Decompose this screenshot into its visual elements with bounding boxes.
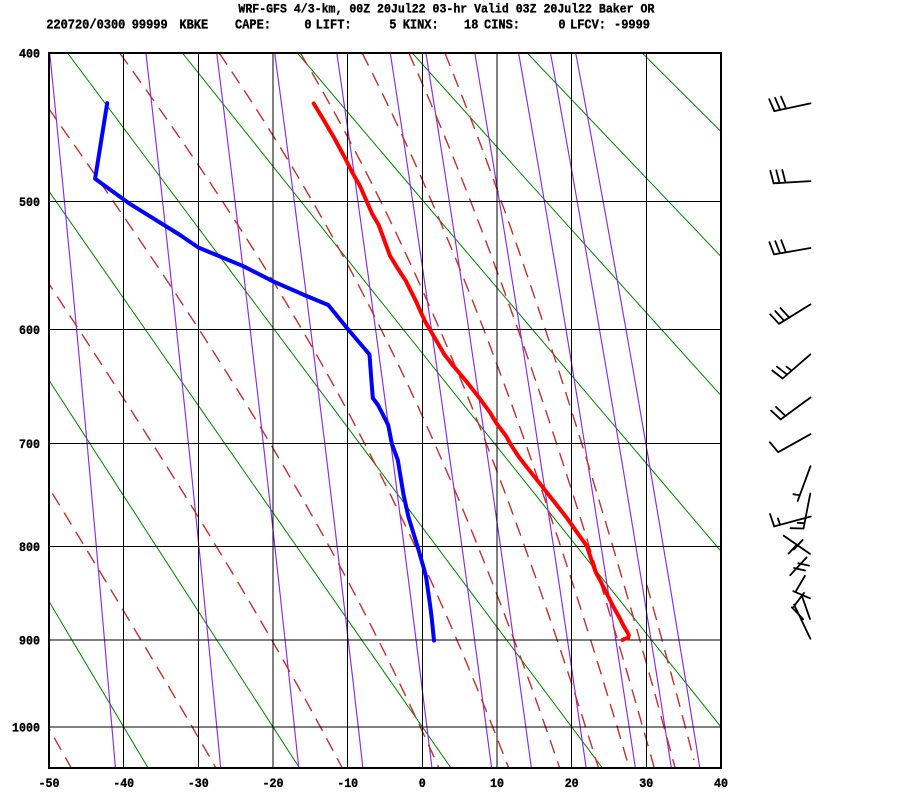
svg-text:-20: -20 — [263, 776, 284, 791]
svg-text:1000: 1000 — [12, 721, 40, 736]
svg-text:700: 700 — [19, 437, 40, 452]
svg-text:LFCV:: LFCV: — [570, 17, 606, 33]
svg-text:KBKE: KBKE — [179, 17, 208, 33]
svg-text:500: 500 — [19, 195, 40, 210]
svg-text:WRF-GFS 4/3-km, 00Z 20Jul22 03: WRF-GFS 4/3-km, 00Z 20Jul22 03-hr Valid … — [238, 2, 654, 17]
svg-text:30: 30 — [639, 776, 653, 791]
svg-text:CINS:: CINS: — [484, 17, 520, 33]
svg-text:CAPE:: CAPE: — [235, 17, 271, 33]
svg-text:600: 600 — [19, 323, 40, 338]
svg-text:0: 0 — [304, 17, 311, 33]
svg-text:-10: -10 — [337, 776, 358, 791]
svg-text:40: 40 — [714, 776, 728, 791]
svg-text:5: 5 — [389, 17, 396, 33]
svg-text:800: 800 — [19, 540, 40, 555]
svg-text:900: 900 — [19, 634, 40, 649]
svg-text:0: 0 — [558, 17, 565, 33]
svg-text:KINX:: KINX: — [403, 17, 439, 33]
svg-text:-50: -50 — [39, 776, 60, 791]
svg-text:220720/0300: 220720/0300 — [46, 17, 125, 33]
svg-text:400: 400 — [19, 47, 40, 62]
svg-text:-9999: -9999 — [614, 17, 650, 33]
svg-text:20: 20 — [565, 776, 579, 791]
svg-text:0: 0 — [419, 776, 426, 791]
svg-text:99999: 99999 — [132, 17, 168, 33]
svg-text:18: 18 — [464, 17, 478, 33]
svg-text:10: 10 — [490, 776, 504, 791]
svg-text:LIFT:: LIFT: — [316, 17, 352, 33]
svg-text:-30: -30 — [188, 776, 209, 791]
svg-text:-40: -40 — [113, 776, 134, 791]
